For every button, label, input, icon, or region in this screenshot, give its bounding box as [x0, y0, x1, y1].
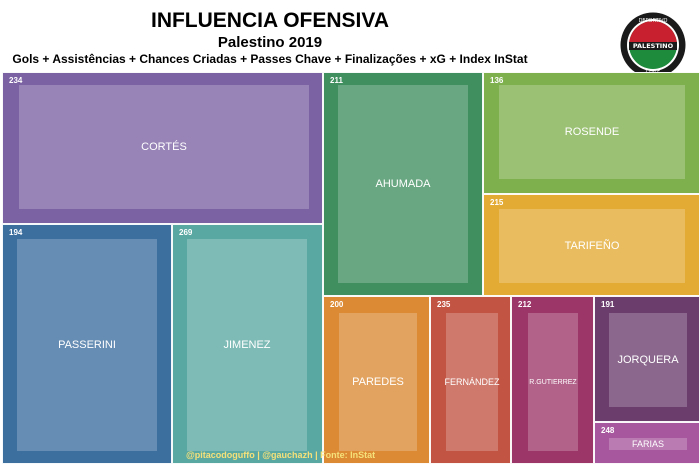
treemap-tile: 200 PAREDES — [323, 296, 430, 464]
tile-label: PASSERINI — [17, 239, 157, 451]
tile-label: TARIFEÑO — [499, 209, 685, 283]
chart-subtitle: Palestino 2019 — [217, 34, 323, 51]
chart-header: INFLUENCIA OFENSIVA Palestino 2019 Gols … — [0, 0, 700, 72]
treemap-tile: 248 FARIAS — [594, 422, 700, 464]
treemap-tile: 269 JIMENEZ — [172, 224, 323, 464]
tile-label: ROSENDE — [499, 85, 685, 179]
tile-label: CORTÉS — [19, 85, 309, 209]
tile-label: JIMENEZ — [187, 239, 307, 451]
treemap-tile: 136 ROSENDE — [483, 72, 700, 194]
tile-label: PAREDES — [339, 313, 417, 451]
metrics-description: Gols + Assistências + Chances Criadas + … — [12, 52, 528, 66]
treemap-tile: 191 JORQUERA — [594, 296, 700, 422]
tile-value: 211 — [330, 76, 343, 85]
tile-label: FARIAS — [609, 438, 687, 450]
treemap-tile: 215 TARIFEÑO — [483, 194, 700, 296]
tile-value: 234 — [9, 76, 23, 85]
tile-label: R.GUTIERREZ — [528, 313, 578, 451]
treemap-tile: 194 PASSERINI — [2, 224, 172, 464]
source-credit: @pitacodoguffo | @gauchazh | Fonte: InSt… — [186, 450, 376, 460]
tile-value: 235 — [437, 300, 451, 309]
treemap-tile: 234 CORTÉS — [2, 72, 323, 224]
treemap-tile: 235 FERNÁNDEZ — [430, 296, 511, 464]
tile-value: 194 — [9, 228, 23, 237]
tile-value: 136 — [490, 76, 504, 85]
club-crest-logo: DEPORTIVO PALESTINO CHILE — [620, 12, 686, 78]
treemap-tile: 212 R.GUTIERREZ — [511, 296, 594, 464]
tile-label: JORQUERA — [609, 313, 687, 407]
tile-value: 248 — [601, 426, 615, 435]
tile-value: 269 — [179, 228, 193, 237]
chart-title: INFLUENCIA OFENSIVA — [150, 9, 389, 32]
tile-value: 215 — [490, 198, 504, 207]
tile-label: FERNÁNDEZ — [445, 313, 500, 451]
treemap-tile: 211 AHUMADA — [323, 72, 483, 296]
tile-value: 212 — [518, 300, 532, 309]
logo-name-text: PALESTINO — [633, 42, 674, 50]
tile-value: 191 — [601, 300, 615, 309]
tile-value: 200 — [330, 300, 344, 309]
tile-label: AHUMADA — [338, 85, 468, 283]
logo-top-text: DEPORTIVO — [639, 18, 668, 24]
